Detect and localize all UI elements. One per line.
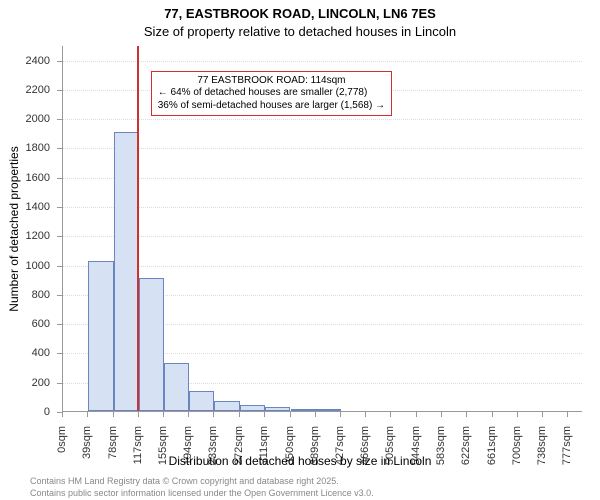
xtick-mark (163, 412, 164, 417)
xtick-label: 117sqm (132, 426, 144, 476)
xtick-mark (239, 412, 240, 417)
gridline (63, 236, 582, 237)
xtick-mark (340, 412, 341, 417)
xtick-label: 350sqm (284, 426, 296, 476)
histogram-bar (240, 405, 265, 411)
plot-area: 77 EASTBROOK ROAD: 114sqm ← 64% of detac… (62, 46, 582, 412)
ytick-label: 800 (0, 289, 50, 301)
xtick-label: 389sqm (309, 426, 321, 476)
property-marker-line (137, 46, 139, 411)
xtick-mark (517, 412, 518, 417)
xtick-label: 661sqm (486, 426, 498, 476)
histogram-bar (291, 409, 316, 411)
xtick-label: 466sqm (359, 426, 371, 476)
xtick-mark (466, 412, 467, 417)
histogram-bar (114, 132, 139, 411)
xtick-label: 233sqm (207, 426, 219, 476)
ytick-label: 600 (0, 318, 50, 330)
histogram-bar (265, 407, 290, 411)
xtick-label: 311sqm (258, 426, 270, 476)
xtick-mark (290, 412, 291, 417)
annotation-box: 77 EASTBROOK ROAD: 114sqm ← 64% of detac… (151, 71, 392, 117)
ytick-label: 200 (0, 377, 50, 389)
xtick-mark (567, 412, 568, 417)
histogram-chart: 77, EASTBROOK ROAD, LINCOLN, LN6 7ES Siz… (0, 0, 600, 500)
ytick-label: 2200 (0, 84, 50, 96)
chart-title-line1: 77, EASTBROOK ROAD, LINCOLN, LN6 7ES (0, 6, 600, 21)
xtick-label: 505sqm (384, 426, 396, 476)
xtick-mark (213, 412, 214, 417)
xtick-mark (188, 412, 189, 417)
histogram-bar (139, 278, 164, 411)
histogram-bar (88, 261, 113, 411)
xtick-mark (365, 412, 366, 417)
xtick-mark (441, 412, 442, 417)
xtick-mark (315, 412, 316, 417)
xtick-mark (87, 412, 88, 417)
xtick-label: 0sqm (56, 426, 68, 476)
xtick-mark (416, 412, 417, 417)
histogram-bar (189, 391, 214, 411)
ytick-label: 2400 (0, 55, 50, 67)
histogram-bar (316, 409, 341, 411)
xtick-label: 272sqm (233, 426, 245, 476)
ytick-label: 1200 (0, 230, 50, 242)
xtick-label: 738sqm (536, 426, 548, 476)
annotation-line2: ← 64% of detached houses are smaller (2,… (158, 87, 385, 100)
annotation-line3: 36% of semi-detached houses are larger (… (158, 100, 385, 113)
footer-line2: Contains public sector information licen… (30, 488, 374, 498)
ytick-label: 1400 (0, 201, 50, 213)
xtick-mark (390, 412, 391, 417)
footer-line1: Contains HM Land Registry data © Crown c… (30, 476, 339, 486)
histogram-bar (214, 401, 239, 411)
gridline (63, 61, 582, 62)
xtick-mark (492, 412, 493, 417)
xtick-label: 155sqm (157, 426, 169, 476)
xtick-mark (62, 412, 63, 417)
ytick-label: 1800 (0, 142, 50, 154)
xtick-label: 194sqm (182, 426, 194, 476)
gridline (63, 119, 582, 120)
xtick-mark (113, 412, 114, 417)
annotation-line1: 77 EASTBROOK ROAD: 114sqm (158, 75, 385, 88)
xtick-label: 583sqm (435, 426, 447, 476)
xtick-label: 544sqm (410, 426, 422, 476)
xtick-mark (542, 412, 543, 417)
histogram-bar (164, 363, 189, 411)
xtick-mark (264, 412, 265, 417)
chart-title-line2: Size of property relative to detached ho… (0, 24, 600, 39)
xtick-label: 427sqm (334, 426, 346, 476)
ytick-label: 1600 (0, 172, 50, 184)
xtick-label: 78sqm (107, 426, 119, 476)
ytick-label: 2000 (0, 113, 50, 125)
gridline (63, 266, 582, 267)
xtick-label: 622sqm (460, 426, 472, 476)
gridline (63, 148, 582, 149)
xtick-mark (138, 412, 139, 417)
ytick-label: 400 (0, 347, 50, 359)
gridline (63, 178, 582, 179)
ytick-label: 0 (0, 406, 50, 418)
ytick-label: 1000 (0, 260, 50, 272)
xtick-label: 777sqm (561, 426, 573, 476)
x-axis-title: Distribution of detached houses by size … (0, 454, 600, 468)
gridline (63, 207, 582, 208)
xtick-label: 700sqm (511, 426, 523, 476)
xtick-label: 39sqm (81, 426, 93, 476)
